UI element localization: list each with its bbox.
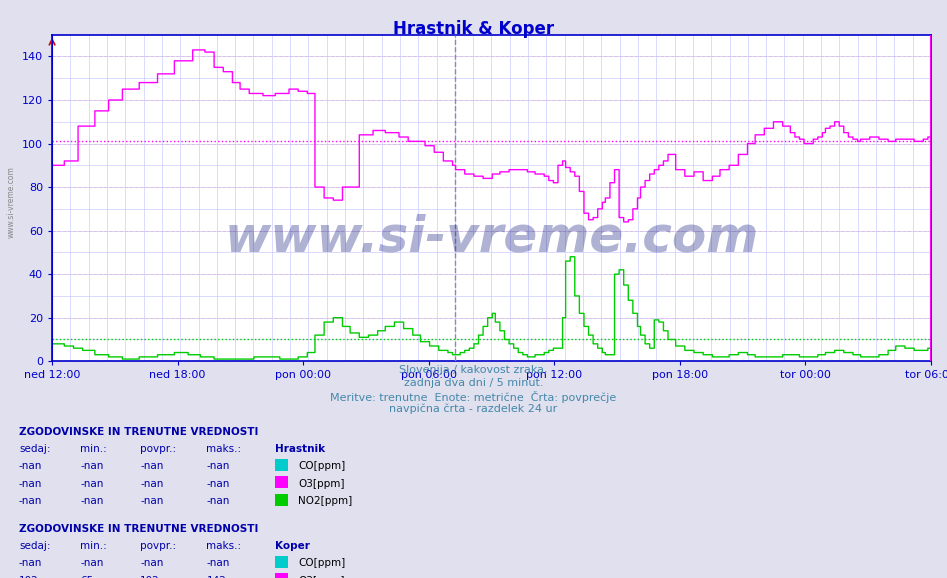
Text: 142: 142 (206, 576, 226, 578)
Text: Koper: Koper (275, 541, 310, 551)
Text: www.si-vreme.com: www.si-vreme.com (7, 166, 16, 238)
Text: -nan: -nan (19, 496, 43, 506)
Text: -nan: -nan (80, 479, 104, 488)
Text: O3[ppm]: O3[ppm] (298, 576, 345, 578)
Text: www.si-vreme.com: www.si-vreme.com (224, 213, 759, 261)
Text: sedaj:: sedaj: (19, 444, 50, 454)
Text: -nan: -nan (19, 461, 43, 471)
Text: -nan: -nan (140, 461, 164, 471)
Text: povpr.:: povpr.: (140, 444, 176, 454)
Text: -nan: -nan (206, 461, 230, 471)
Text: ZGODOVINSKE IN TRENUTNE VREDNOSTI: ZGODOVINSKE IN TRENUTNE VREDNOSTI (19, 427, 259, 436)
Text: CO[ppm]: CO[ppm] (298, 558, 346, 568)
Text: Hrastnik & Koper: Hrastnik & Koper (393, 20, 554, 38)
Text: -nan: -nan (206, 479, 230, 488)
Text: Slovenija / kakovost zraka,: Slovenija / kakovost zraka, (400, 365, 547, 375)
Text: -nan: -nan (80, 558, 104, 568)
Text: CO[ppm]: CO[ppm] (298, 461, 346, 471)
Text: min.:: min.: (80, 541, 107, 551)
Text: 65: 65 (80, 576, 94, 578)
Text: -nan: -nan (206, 558, 230, 568)
Text: NO2[ppm]: NO2[ppm] (298, 496, 352, 506)
Text: min.:: min.: (80, 444, 107, 454)
Text: -nan: -nan (206, 496, 230, 506)
Text: -nan: -nan (140, 558, 164, 568)
Text: -nan: -nan (140, 496, 164, 506)
Text: ZGODOVINSKE IN TRENUTNE VREDNOSTI: ZGODOVINSKE IN TRENUTNE VREDNOSTI (19, 524, 259, 533)
Text: zadnja dva dni / 5 minut.: zadnja dva dni / 5 minut. (403, 378, 544, 388)
Text: 102: 102 (140, 576, 160, 578)
Text: maks.:: maks.: (206, 444, 241, 454)
Text: 102: 102 (19, 576, 39, 578)
Text: -nan: -nan (80, 461, 104, 471)
Text: -nan: -nan (140, 479, 164, 488)
Text: -nan: -nan (80, 496, 104, 506)
Text: povpr.:: povpr.: (140, 541, 176, 551)
Text: -nan: -nan (19, 558, 43, 568)
Text: -nan: -nan (19, 479, 43, 488)
Text: Hrastnik: Hrastnik (275, 444, 325, 454)
Text: O3[ppm]: O3[ppm] (298, 479, 345, 488)
Text: sedaj:: sedaj: (19, 541, 50, 551)
Text: navpična črta - razdelek 24 ur: navpična črta - razdelek 24 ur (389, 403, 558, 414)
Text: maks.:: maks.: (206, 541, 241, 551)
Text: Meritve: trenutne  Enote: metrične  Črta: povprečje: Meritve: trenutne Enote: metrične Črta: … (331, 391, 616, 403)
